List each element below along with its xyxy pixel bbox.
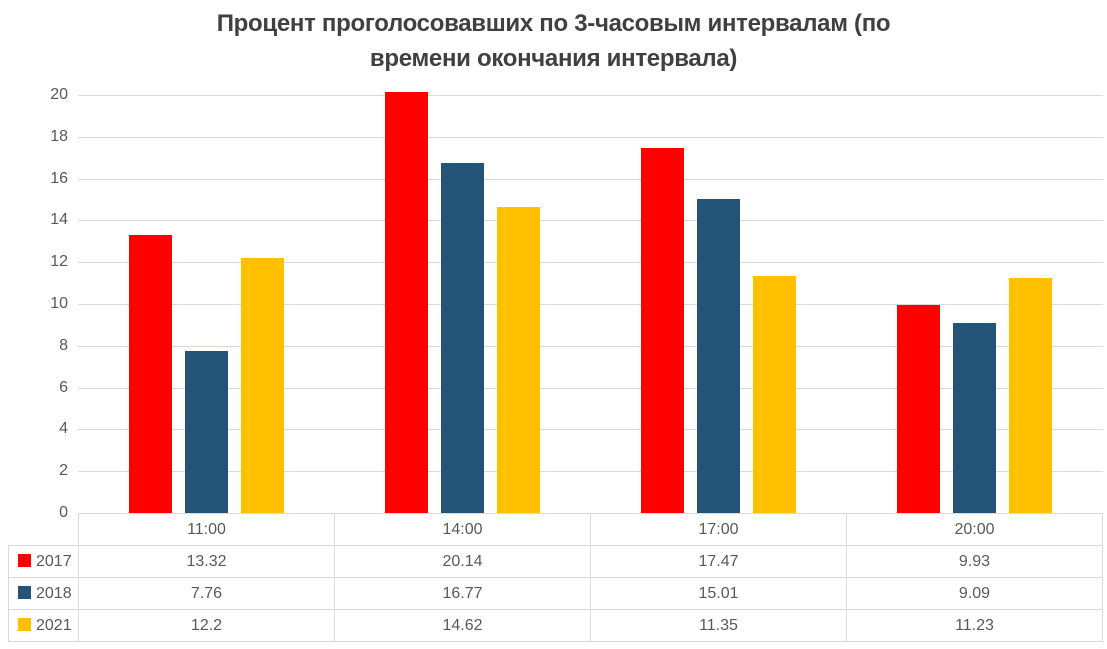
- gridline-y-12: [78, 262, 1103, 264]
- y-axis-tick-18: 18: [50, 127, 68, 145]
- value-2017-1100: 13.32: [78, 545, 335, 578]
- gridline-y-2: [78, 471, 1103, 473]
- plot-area: [78, 92, 1103, 513]
- bar-2021-2000: [1009, 278, 1053, 513]
- bar-2021-1400: [496, 207, 540, 513]
- value-2021-1700: 11.35: [590, 609, 847, 642]
- value-2021-1100: 12.2: [78, 609, 335, 642]
- table-row-2018: 2018 7.76 16.77 15.01 9.09: [8, 577, 1103, 610]
- gridline-y-14: [78, 220, 1103, 222]
- gridline-y-20: [78, 95, 1103, 96]
- gridline-y-4: [78, 429, 1103, 431]
- table-corner-cell: [9, 514, 79, 546]
- y-axis-tick-12: 12: [50, 253, 68, 271]
- category-header-1100: 11:00: [78, 513, 335, 546]
- bar-2021-1700: [753, 275, 797, 513]
- bar-2018-1400: [440, 162, 484, 513]
- bar-2017-1100: [128, 234, 172, 513]
- value-2017-2000: 9.93: [846, 545, 1103, 578]
- table-row-2017: 2017 13.32 20.14 17.47 9.93: [8, 545, 1103, 578]
- value-2018-1400: 16.77: [334, 577, 591, 610]
- chart-title-line-1: Процент проголосовавших по 3-часовым инт…: [216, 10, 891, 37]
- y-axis-tick-8: 8: [59, 336, 68, 354]
- legend-2018: 2018: [8, 577, 79, 610]
- bar-2017-1400: [384, 92, 428, 513]
- bar-2017-1700: [641, 147, 685, 513]
- bar-2018-1700: [697, 199, 741, 513]
- gridline-y-16: [78, 178, 1103, 180]
- data-table: 11:00 14:00 17:00 20:00 2017 13.32 20.14 17.47 9…: [8, 513, 1103, 642]
- legend-label-2021: 2021: [36, 616, 72, 634]
- gridline-y-8: [78, 345, 1103, 347]
- category-header-1400: 14:00: [334, 513, 591, 546]
- legend-label-2017: 2017: [36, 552, 72, 570]
- value-2018-1100: 7.76: [78, 577, 335, 610]
- bar-2018-1100: [184, 350, 228, 513]
- y-axis-tick-14: 14: [50, 211, 68, 229]
- value-2017-1400: 20.14: [334, 545, 591, 578]
- legend-2017: 2017: [8, 545, 79, 578]
- category-header-1700: 17:00: [590, 513, 847, 546]
- legend-label-2018: 2018: [36, 584, 72, 602]
- y-axis-tick-4: 4: [59, 420, 68, 438]
- value-2018-2000: 9.09: [846, 577, 1103, 610]
- chart-title-line-2: времени окончания интервала): [369, 45, 738, 72]
- value-2018-1700: 15.01: [590, 577, 847, 610]
- y-axis-tick-16: 16: [50, 169, 68, 187]
- y-axis-tick-6: 6: [59, 378, 68, 396]
- legend-2021: 2021: [8, 609, 79, 642]
- bar-2018-2000: [953, 323, 997, 513]
- bar-2017-2000: [897, 305, 941, 513]
- y-axis-tick-20: 20: [50, 86, 68, 103]
- gridline-y-6: [78, 387, 1103, 389]
- value-2021-1400: 14.62: [334, 609, 591, 642]
- table-header-row: 11:00 14:00 17:00 20:00: [9, 513, 1103, 546]
- y-axis-tick-0: 0: [59, 504, 68, 521]
- bar-2021-1100: [240, 258, 284, 513]
- gridline-y-10: [78, 304, 1103, 305]
- chart-title: Процент проголосовавших по 3-часовым инт…: [0, 6, 1107, 76]
- y-axis-tick-2: 2: [59, 462, 68, 480]
- value-2021-2000: 11.23: [846, 609, 1103, 642]
- legend-swatch-icon-2021: [18, 617, 31, 631]
- value-2017-1700: 17.47: [590, 545, 847, 578]
- category-header-2000: 20:00: [846, 513, 1103, 546]
- y-axis-tick-10: 10: [50, 295, 68, 312]
- legend-swatch-icon-2018: [18, 585, 31, 599]
- legend-swatch-icon-2017: [18, 553, 31, 567]
- gridline-y-18: [78, 136, 1103, 138]
- table-row-2021: 2021 12.2 14.62 11.35 11.23: [8, 609, 1103, 642]
